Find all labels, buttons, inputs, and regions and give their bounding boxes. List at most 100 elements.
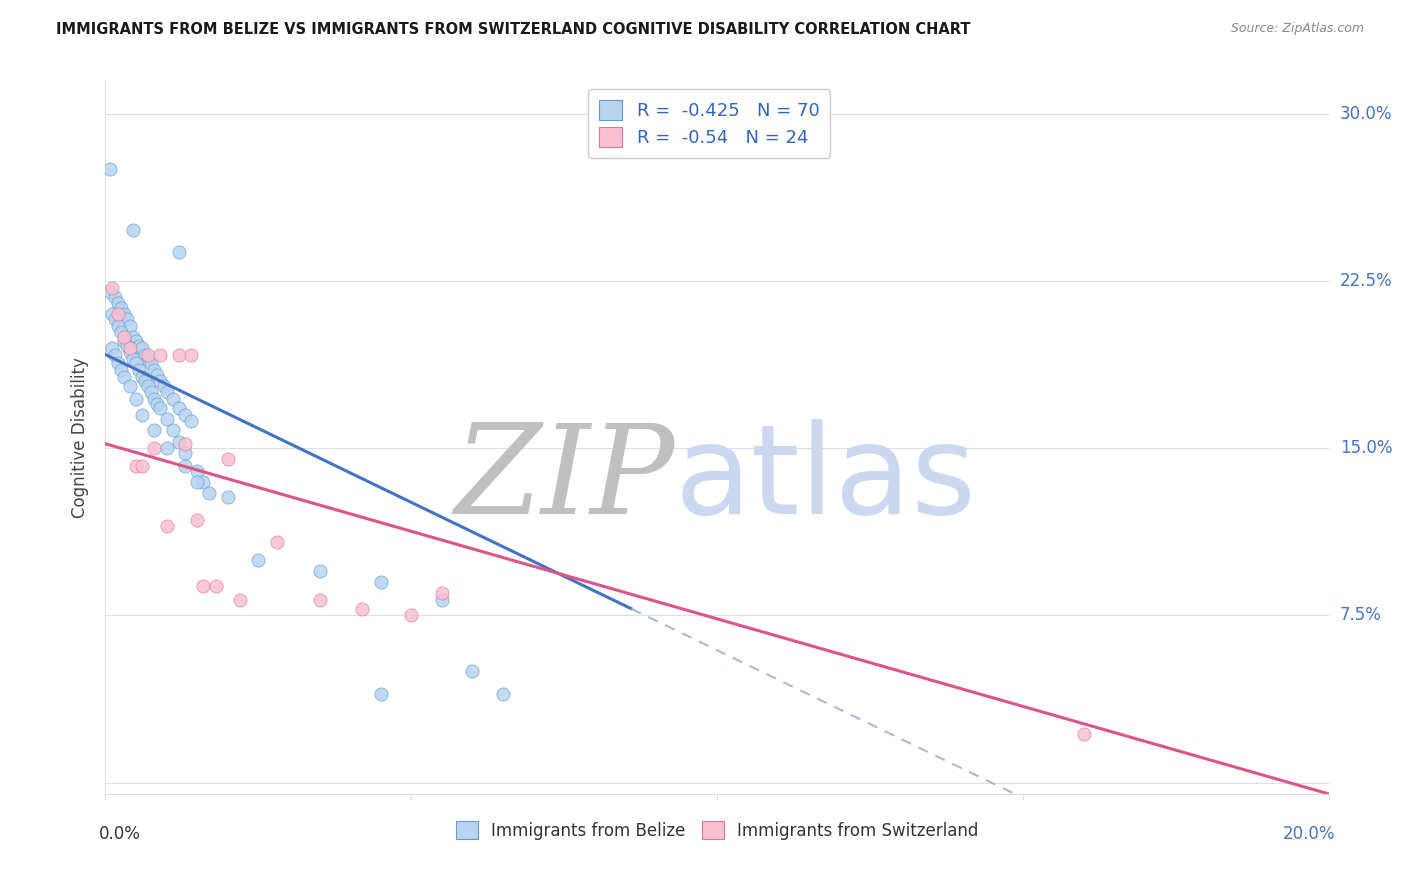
- Point: [125, 459, 148, 474]
- Point: [118, 345, 141, 359]
- Point: [204, 580, 226, 594]
- Point: [141, 356, 163, 371]
- Point: [107, 296, 129, 310]
- Point: [143, 392, 166, 407]
- Point: [125, 356, 148, 371]
- Text: 22.5%: 22.5%: [1340, 272, 1392, 290]
- Point: [174, 408, 197, 422]
- Point: [122, 351, 145, 366]
- Point: [112, 369, 135, 384]
- Point: [107, 356, 129, 371]
- Text: 15.0%: 15.0%: [1340, 439, 1392, 458]
- Point: [180, 414, 202, 429]
- Point: [370, 574, 392, 589]
- Point: [98, 162, 121, 177]
- Point: [308, 592, 330, 607]
- Point: [217, 490, 239, 504]
- Point: [167, 244, 190, 259]
- Point: [125, 334, 148, 348]
- Text: atlas: atlas: [675, 419, 976, 541]
- Point: [155, 442, 177, 455]
- Point: [115, 312, 138, 326]
- Point: [155, 412, 177, 426]
- Point: [104, 312, 127, 326]
- Point: [115, 338, 138, 352]
- Point: [155, 385, 177, 400]
- Point: [100, 341, 122, 355]
- Point: [118, 341, 141, 355]
- Point: [136, 351, 159, 366]
- Text: 0.0%: 0.0%: [100, 825, 141, 843]
- Point: [152, 378, 174, 392]
- Point: [141, 385, 163, 400]
- Point: [149, 401, 172, 415]
- Text: ZIP: ZIP: [454, 419, 675, 541]
- Point: [217, 452, 239, 467]
- Point: [370, 687, 392, 701]
- Point: [174, 436, 197, 450]
- Point: [104, 289, 127, 303]
- Point: [167, 347, 190, 362]
- Point: [186, 464, 208, 478]
- Point: [352, 601, 374, 615]
- Point: [1073, 726, 1095, 740]
- Point: [180, 347, 202, 362]
- Point: [98, 285, 121, 300]
- Text: 20.0%: 20.0%: [1282, 825, 1334, 843]
- Point: [100, 280, 122, 294]
- Point: [193, 475, 215, 489]
- Point: [146, 396, 169, 410]
- Point: [125, 392, 148, 407]
- Point: [134, 375, 156, 389]
- Point: [198, 485, 221, 500]
- Point: [128, 338, 150, 352]
- Text: IMMIGRANTS FROM BELIZE VS IMMIGRANTS FROM SWITZERLAND COGNITIVE DISABILITY CORRE: IMMIGRANTS FROM BELIZE VS IMMIGRANTS FRO…: [56, 22, 970, 37]
- Point: [193, 580, 215, 594]
- Point: [167, 434, 190, 449]
- Point: [174, 446, 197, 460]
- Point: [107, 318, 129, 333]
- Point: [131, 369, 153, 384]
- Point: [492, 687, 515, 701]
- Point: [146, 368, 169, 382]
- Legend: Immigrants from Belize, Immigrants from Switzerland: Immigrants from Belize, Immigrants from …: [449, 814, 986, 847]
- Point: [149, 347, 172, 362]
- Point: [136, 378, 159, 392]
- Point: [143, 424, 166, 438]
- Point: [118, 318, 141, 333]
- Point: [110, 363, 132, 377]
- Point: [186, 475, 208, 489]
- Point: [112, 330, 135, 344]
- Point: [131, 408, 153, 422]
- Point: [266, 534, 288, 549]
- Point: [155, 519, 177, 533]
- Point: [461, 664, 484, 678]
- Point: [143, 363, 166, 377]
- Point: [143, 442, 166, 455]
- Point: [118, 378, 141, 392]
- Point: [247, 552, 270, 567]
- Point: [229, 592, 252, 607]
- Point: [131, 341, 153, 355]
- Y-axis label: Cognitive Disability: Cognitive Disability: [72, 357, 90, 517]
- Point: [162, 424, 184, 438]
- Point: [430, 586, 453, 600]
- Point: [110, 301, 132, 315]
- Point: [149, 375, 172, 389]
- Point: [122, 330, 145, 344]
- Point: [131, 459, 153, 474]
- Text: 7.5%: 7.5%: [1340, 607, 1382, 624]
- Point: [104, 347, 127, 362]
- Text: Source: ZipAtlas.com: Source: ZipAtlas.com: [1230, 22, 1364, 36]
- Point: [112, 334, 135, 348]
- Point: [100, 307, 122, 322]
- Point: [162, 392, 184, 407]
- Point: [128, 363, 150, 377]
- Point: [430, 592, 453, 607]
- Point: [107, 307, 129, 322]
- Point: [399, 608, 422, 623]
- Point: [186, 512, 208, 526]
- Point: [174, 459, 197, 474]
- Point: [136, 347, 159, 362]
- Point: [167, 401, 190, 415]
